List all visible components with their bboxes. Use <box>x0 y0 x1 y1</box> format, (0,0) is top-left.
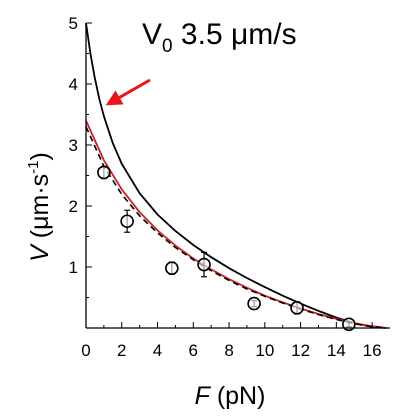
data-point <box>247 296 261 311</box>
y-tick-label: 4 <box>69 75 78 94</box>
data-point <box>290 301 304 315</box>
data-point <box>97 165 111 180</box>
data-points <box>97 165 356 332</box>
x-tick-label: 0 <box>81 341 90 360</box>
arrow-head <box>105 90 124 106</box>
y-tick-label: 2 <box>69 197 78 216</box>
fit-curve-1 <box>85 22 387 329</box>
y-tick-label: 3 <box>69 136 78 155</box>
x-tick-label: 4 <box>153 341 162 360</box>
y-axis-label: V (μm·s-1) <box>25 152 54 262</box>
x-tick-label: 8 <box>224 341 233 360</box>
data-point <box>165 261 179 276</box>
fit-curves <box>85 22 387 329</box>
fit-curve-3 <box>85 126 387 329</box>
annotation-arrow <box>105 78 151 106</box>
y-tick-label: 1 <box>69 258 78 277</box>
y-tick-label: 5 <box>69 14 78 33</box>
x-tick-label: 6 <box>189 341 198 360</box>
x-axis-label: F (pN) <box>195 382 266 410</box>
data-point <box>197 257 211 272</box>
data-point <box>120 214 134 229</box>
x-tick-label: 16 <box>363 341 382 360</box>
x-tick-label: 2 <box>117 341 126 360</box>
arrow-shaft <box>118 78 151 99</box>
v0-annotation: V0 3.5 μm/s <box>142 18 297 57</box>
x-tick-label: 12 <box>291 341 310 360</box>
x-tick-label: 14 <box>327 341 346 360</box>
x-tick-label: 10 <box>255 341 274 360</box>
data-point <box>342 317 356 332</box>
